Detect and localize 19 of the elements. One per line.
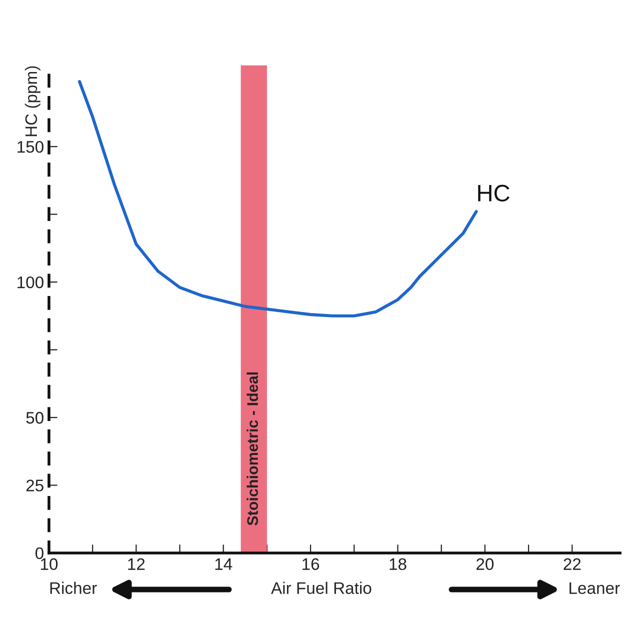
text: Leaner [570,582,620,594]
series-label: HC [478,184,510,202]
x-tick-label: 18 [390,558,406,570]
x-tick-label: 22 [564,558,581,570]
x-tick-label: 12 [128,558,145,570]
y-tick-label: 150 [18,140,44,153]
y-tick-label: 25 [26,480,44,492]
y-tick-label: 0 [35,547,44,560]
y-tick-label: 100 [18,276,44,288]
x-tick-label: 16 [302,558,320,570]
x-tick-label: 14 [215,558,232,570]
y-tick-label: 50 [26,412,44,424]
y-axis-title: HC (ppm) [24,66,40,136]
x-axis-title: Air Fuel Ratio [271,582,372,594]
x-tick-label: 10 [40,558,58,570]
x-tick-label: 20 [476,558,494,570]
text: Richer [50,582,97,594]
band-label: Stoichiometric - Ideal [246,372,258,526]
line-series [78,80,478,318]
